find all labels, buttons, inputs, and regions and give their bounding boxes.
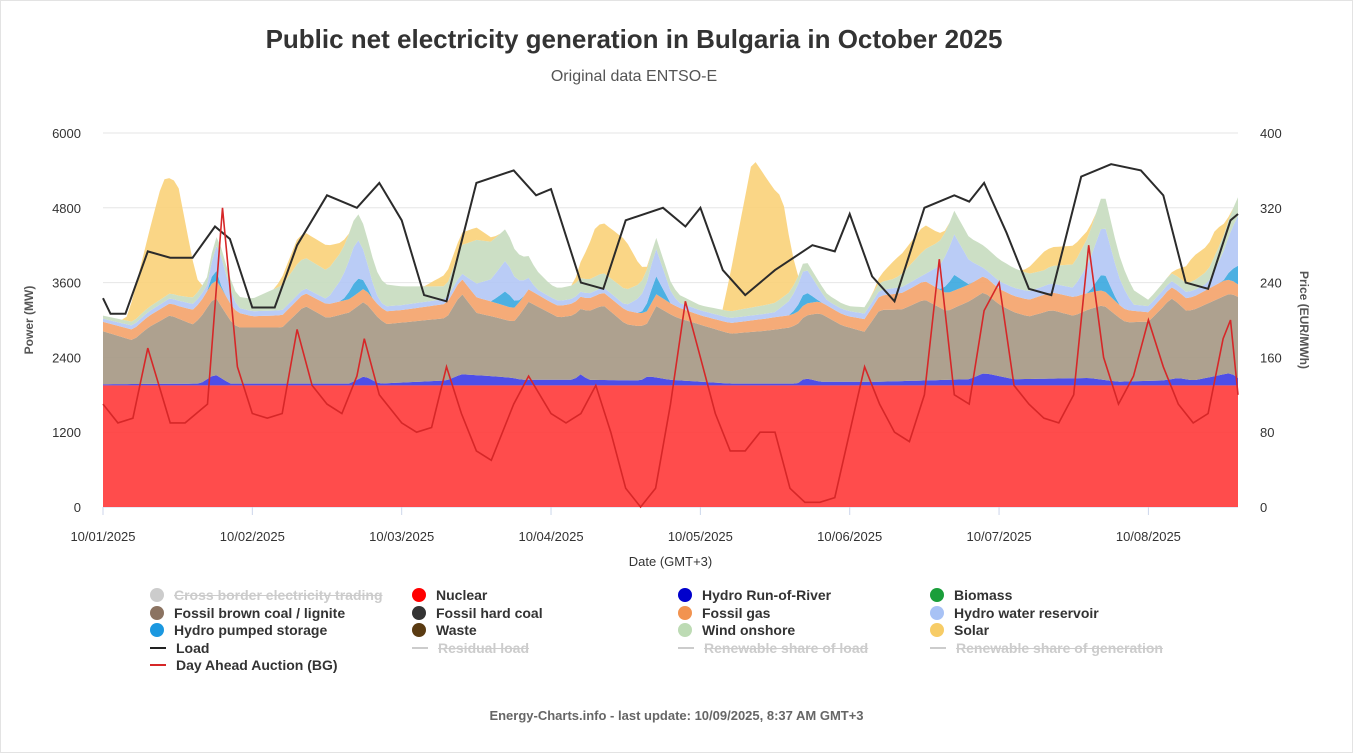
y2-tick-label: 320 [1260, 201, 1282, 216]
x-axis-title: Date (GMT+3) [629, 554, 712, 569]
legend-marker-dot-icon [678, 623, 692, 637]
legend-item-label: Biomass [954, 587, 1013, 603]
y-axis-title: Power (MW) [22, 286, 36, 355]
legend-marker-dot-icon [412, 605, 426, 620]
legend-marker-dot-icon [930, 623, 944, 637]
area-hydro-ror [103, 373, 1238, 386]
legend-item[interactable]: Biomass [930, 586, 1012, 604]
chart-title: Public net electricity generation in Bul… [265, 24, 1003, 54]
legend-item-label: Fossil hard coal [436, 604, 543, 621]
legend-item-label: Hydro Run-of-River [702, 587, 832, 603]
area-gas [103, 276, 1238, 340]
legend-marker-line-icon [930, 646, 946, 649]
y2-tick-label: 240 [1260, 276, 1282, 291]
x-tick-label: 10/01/2025 [70, 529, 135, 544]
legend-marker-line-icon [412, 646, 428, 649]
legend-item[interactable]: Hydro Run-of-River [678, 586, 831, 604]
legend-item-label: Renewable share of load [704, 639, 869, 656]
area-pumped [103, 265, 1238, 330]
legend-item[interactable]: Solar [930, 621, 989, 639]
area-wind [103, 197, 1238, 326]
legend-marker-dot-icon [678, 605, 692, 620]
area-reservoir [103, 215, 1238, 330]
legend-item-label: Solar [954, 622, 990, 638]
x-tick-label: 10/02/2025 [220, 529, 285, 544]
legend-item-label: Residual load [438, 639, 530, 656]
chart-subtitle: Original data ENTSO-E [550, 68, 718, 85]
legend-item-label: Waste [436, 622, 477, 638]
legend-item[interactable]: Nuclear [412, 586, 487, 604]
x-tick-label: 10/04/2025 [518, 529, 583, 544]
legend-item[interactable]: Wind onshore [678, 621, 795, 639]
area-nuclear [103, 385, 1238, 507]
stacked-areas [103, 162, 1238, 507]
legend-marker-dot-icon [930, 588, 944, 602]
legend-marker-line-icon [150, 646, 166, 649]
legend-marker-dot-icon [930, 605, 944, 620]
overlay-lines [102, 163, 1239, 509]
legend-marker-line-icon [150, 664, 166, 666]
legend-item[interactable]: Renewable share of load [678, 639, 868, 657]
y-tick-label: 1200 [52, 425, 81, 440]
x-tick-label: 10/08/2025 [1116, 529, 1181, 544]
series-line-price [102, 207, 1239, 509]
legend-marker-dot-icon [412, 588, 426, 602]
legend-item[interactable]: Cross border electricity trading [150, 586, 383, 604]
legend-item-label: Wind onshore [702, 622, 796, 638]
legend-item[interactable]: Hydro pumped storage [150, 621, 327, 639]
series-line-load [102, 163, 1239, 315]
y-tick-label: 3600 [52, 276, 81, 291]
y2-tick-label: 160 [1260, 350, 1282, 365]
legend-item-label: Load [176, 639, 210, 656]
legend-item-label: Day Ahead Auction (BG) [176, 657, 338, 673]
legend-item[interactable]: Fossil brown coal / lignite [150, 604, 345, 622]
legend-marker-dot-icon [678, 588, 692, 602]
legend-item[interactable]: Day Ahead Auction (BG) [150, 656, 338, 674]
axes: 0 1200 2400 3600 4800 6000 0 80 160 240 320 400 10/0… [22, 126, 1311, 569]
y-tick-label: 0 [74, 500, 81, 515]
legend-marker-dot-icon [412, 623, 426, 637]
legend-item[interactable]: Residual load [412, 639, 529, 657]
y2-tick-label: 0 [1260, 500, 1267, 515]
y2-tick-label: 80 [1260, 425, 1274, 440]
x-tick-label: 10/06/2025 [817, 529, 882, 544]
x-tick-label: 10/07/2025 [967, 529, 1032, 544]
area-lignite [103, 292, 1238, 385]
legend-marker-dot-icon [150, 588, 164, 602]
legend-item-label: Renewable share of generation [956, 639, 1163, 656]
legend-item-label: Hydro pumped storage [174, 622, 328, 638]
legend-marker-dot-icon [150, 605, 164, 620]
legend-item-label: Fossil brown coal / lignite [174, 604, 346, 621]
legend-marker-dot-icon [150, 623, 164, 637]
credits[interactable]: Energy-Charts.info - last update: 10/09/… [489, 708, 864, 723]
legend-item[interactable]: Load [150, 639, 209, 657]
x-tick-label: 10/03/2025 [369, 529, 434, 544]
legend-item[interactable]: Fossil gas [678, 604, 770, 622]
y2-tick-label: 400 [1260, 126, 1282, 141]
legend-item[interactable]: Hydro water reservoir [930, 604, 1099, 622]
y-tick-label: 6000 [52, 126, 81, 141]
legend-item[interactable]: Renewable share of generation [930, 639, 1163, 657]
legend-item[interactable]: Fossil hard coal [412, 604, 543, 622]
legend-marker-line-icon [678, 646, 694, 649]
y2-axis-title: Price (EUR/MWh) [1297, 271, 1311, 369]
legend-item[interactable]: Waste [412, 621, 477, 639]
legend-item-label: Fossil gas [702, 604, 771, 621]
legend-item-label: Cross border electricity trading [174, 587, 383, 603]
legend-item-label: Nuclear [436, 587, 488, 603]
legend-item-label: Hydro water reservoir [954, 604, 1099, 621]
x-tick-label: 10/05/2025 [668, 529, 733, 544]
y-tick-label: 4800 [52, 201, 81, 216]
y-tick-label: 2400 [52, 350, 81, 365]
